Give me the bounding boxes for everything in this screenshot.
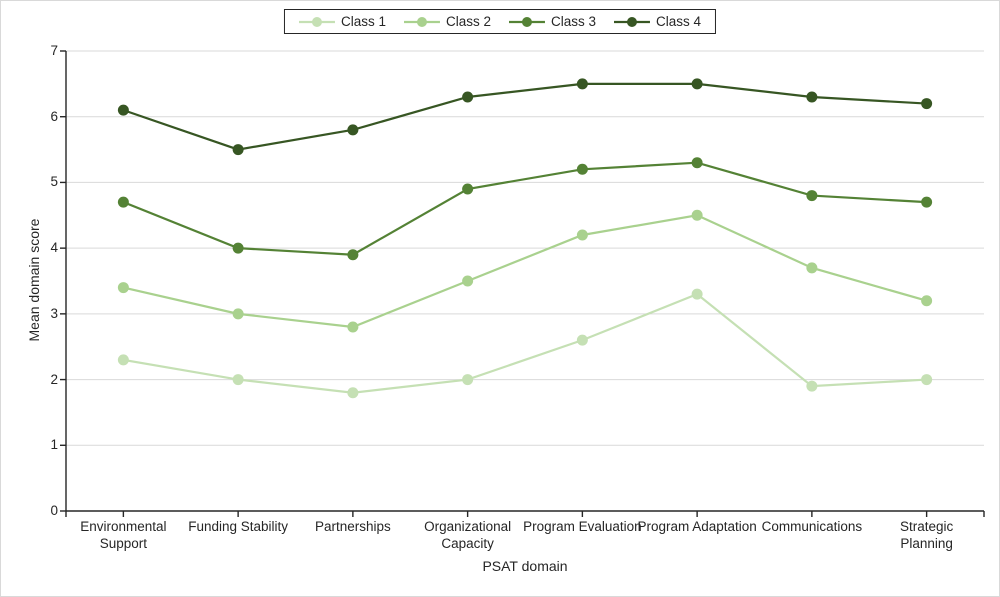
y-tick-label: 4: [50, 240, 58, 256]
legend-item-class-4: Class 4: [614, 14, 701, 29]
y-tick-label: 1: [50, 437, 58, 453]
legend-item-class-2: Class 2: [403, 14, 491, 29]
data-point: [576, 334, 588, 346]
data-point: [232, 144, 244, 156]
data-point: [576, 163, 588, 175]
x-tick-label: Communications: [761, 519, 863, 534]
data-point: [576, 78, 588, 90]
data-point: [462, 183, 474, 195]
data-point: [691, 288, 703, 300]
data-point: [347, 321, 359, 333]
data-point: [806, 380, 818, 392]
x-tick-label: Strategic Planning: [899, 519, 954, 551]
data-point: [232, 308, 244, 320]
y-tick-label: 6: [50, 108, 58, 124]
x-tick-label: Partnerships: [314, 519, 391, 534]
series-line-class-4: [123, 82, 927, 151]
series-line-class-2: [123, 214, 927, 329]
data-point: [691, 209, 703, 221]
data-point: [117, 104, 129, 116]
data-point: [232, 242, 244, 254]
data-point: [806, 91, 818, 103]
x-axis-title: PSAT domain: [482, 558, 568, 574]
legend-item-class-1: Class 1: [298, 14, 386, 29]
x-tick-label: Environmental Support: [80, 519, 167, 551]
legend-label: Class 4: [656, 14, 702, 29]
series-line-class-3: [122, 161, 927, 256]
data-point: [921, 196, 933, 208]
y-tick-label: 2: [50, 371, 58, 387]
data-point: [462, 91, 474, 103]
data-point: [347, 387, 359, 399]
x-tick-label: Funding Stability: [188, 519, 289, 534]
legend-label: Class 1: [340, 14, 386, 29]
legend-label: Class 2: [445, 14, 491, 29]
data-point: [921, 98, 933, 110]
y-tick-label: 0: [50, 503, 58, 518]
y-tick-label: 3: [50, 305, 58, 321]
data-point: [691, 78, 703, 90]
data-point: [117, 282, 129, 294]
x-tick-label: Program Evaluation: [523, 519, 642, 534]
data-point: [347, 249, 359, 261]
data-point: [576, 229, 588, 241]
data-point: [691, 157, 703, 169]
legend-item-class-3: Class 3: [509, 14, 596, 29]
y-tick-label: 7: [50, 43, 58, 58]
legend-marker-icon: [403, 16, 440, 27]
data-point: [117, 354, 129, 366]
data-point: [462, 275, 474, 287]
data-point: [921, 295, 933, 307]
data-point: [806, 190, 818, 202]
data-point: [806, 262, 818, 274]
y-tick-label: 5: [50, 174, 58, 190]
data-point: [232, 374, 244, 386]
data-point: [462, 374, 474, 386]
legend-marker-icon: [509, 16, 545, 27]
series-line-class-1: [123, 292, 927, 394]
chart-legend: Class 1 Class 2 Class 3 Class 4: [283, 9, 717, 34]
data-point: [117, 196, 129, 208]
legend-marker-icon: [614, 16, 651, 27]
data-point: [921, 374, 933, 386]
data-point: [347, 124, 359, 136]
x-tick-label: Organizational Capacity: [424, 519, 512, 551]
legend-marker-icon: [298, 16, 335, 27]
y-axis-title: Mean domain score: [26, 218, 42, 342]
x-tick-label: Program Adaptation: [637, 519, 757, 534]
legend-label: Class 3: [551, 14, 597, 29]
